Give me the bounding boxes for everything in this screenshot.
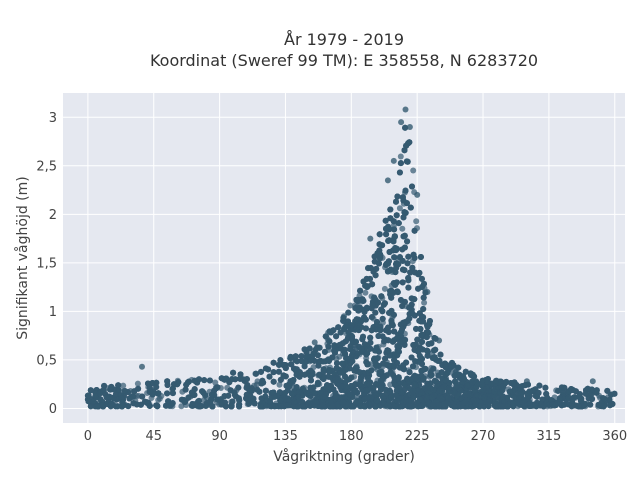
data-point xyxy=(397,153,404,160)
data-point xyxy=(276,381,283,388)
data-point xyxy=(421,299,428,306)
data-point xyxy=(156,395,163,402)
data-points xyxy=(84,106,618,410)
data-point xyxy=(413,218,420,225)
data-point xyxy=(134,380,141,387)
data-point xyxy=(120,382,127,389)
data-point xyxy=(347,302,354,309)
data-point xyxy=(410,167,417,174)
data-point xyxy=(178,403,185,410)
data-point xyxy=(212,379,219,386)
data-point xyxy=(399,225,406,232)
chart-title-line-2: Koordinat (Sweref 99 TM): E 358558, N 62… xyxy=(150,51,538,70)
data-point xyxy=(396,205,403,212)
data-point xyxy=(362,289,369,296)
data-point xyxy=(381,285,388,292)
chart-title-line-1: År 1979 - 2019 xyxy=(284,30,404,49)
